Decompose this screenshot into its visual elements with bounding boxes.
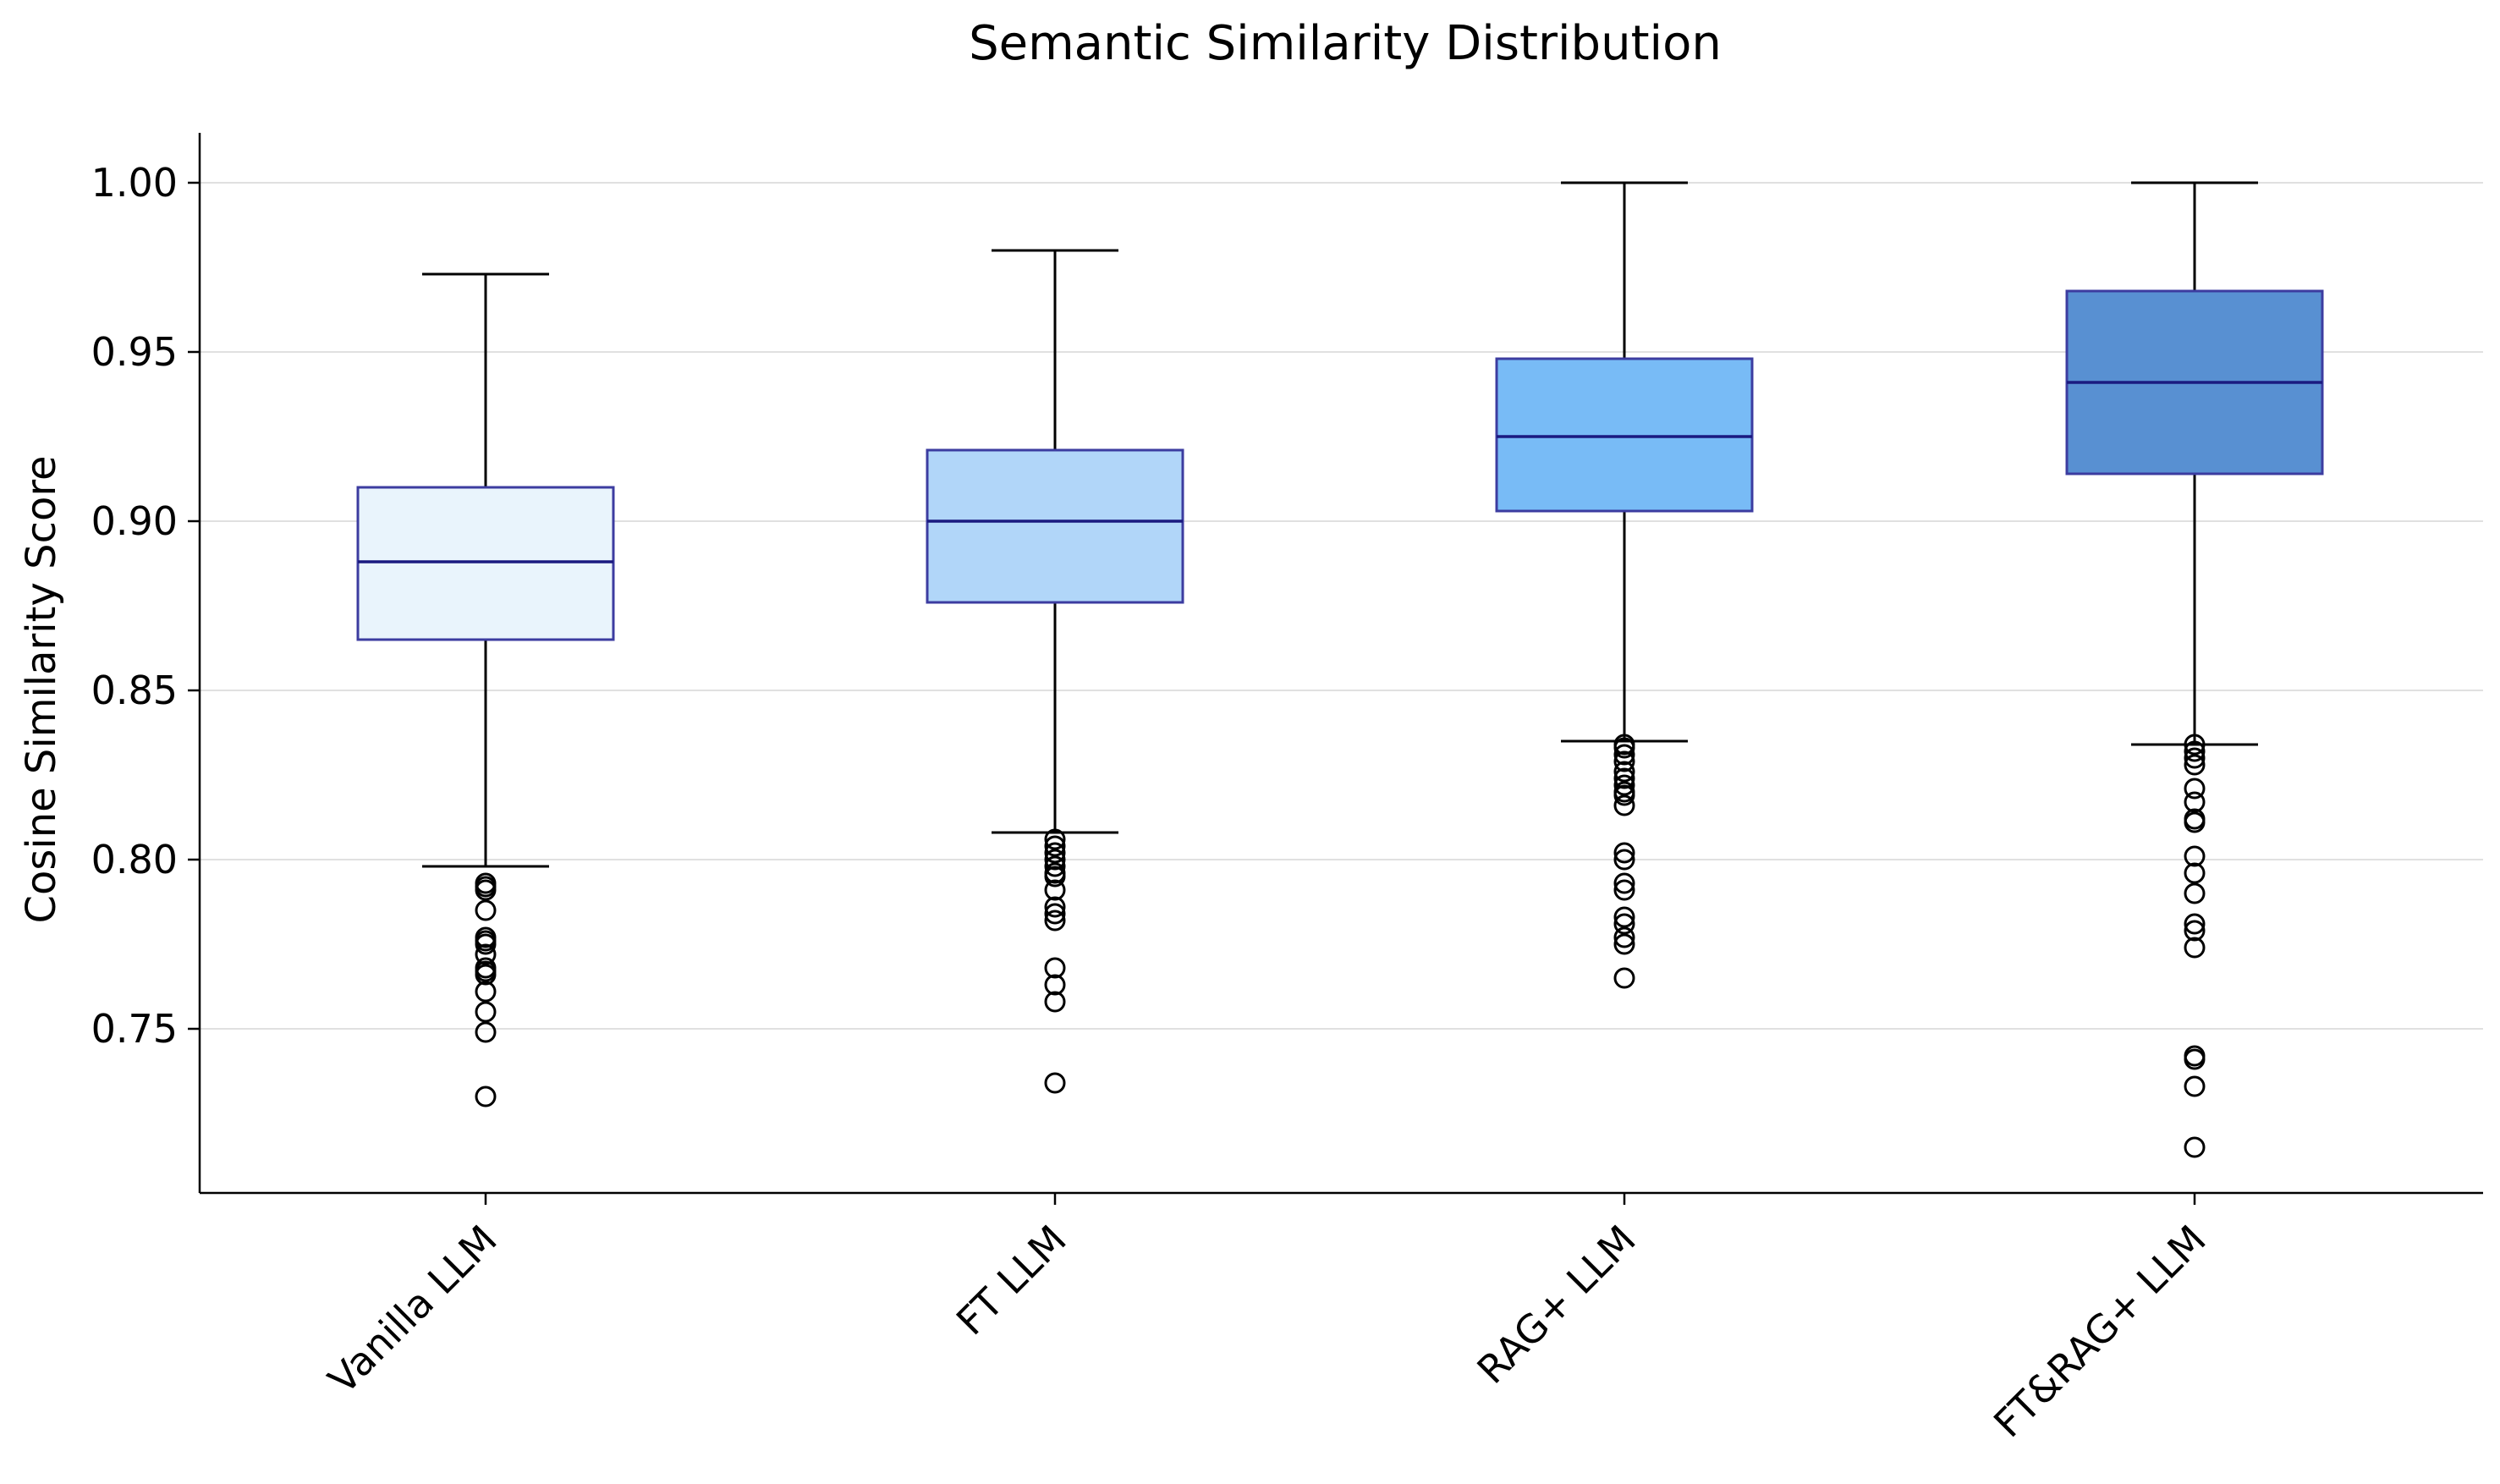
outlier-point [2184, 845, 2206, 867]
outlier-point [1044, 879, 1066, 901]
y-ticks: 0.75 0.80 0.85 0.90 0.95 1.00 [91, 160, 200, 1052]
y-tick-label: 1.00 [91, 160, 178, 206]
outlier-point [1613, 784, 1635, 806]
outlier-point [475, 964, 497, 986]
outlier-point [1044, 991, 1066, 1013]
outlier-point [1044, 910, 1066, 932]
outlier-point [1044, 974, 1066, 996]
outlier-point [1044, 866, 1066, 888]
outlier-point [1044, 957, 1066, 979]
box-4 [2065, 181, 2324, 1158]
outlier-point [475, 879, 497, 901]
outlier-point [1044, 835, 1066, 857]
box-1 [356, 272, 615, 1108]
x-tick-label: RAG+ LLM [1469, 1217, 1645, 1393]
outlier-point [1044, 1072, 1066, 1094]
outlier-point [475, 1021, 497, 1043]
box-series [356, 181, 2324, 1158]
outlier-point [1044, 903, 1066, 925]
outlier-point [475, 899, 497, 921]
outlier-point [2184, 862, 2206, 884]
outlier-point [2184, 747, 2206, 769]
outlier-point [1044, 855, 1066, 877]
box-3 [1495, 181, 1754, 989]
outlier-point [475, 933, 497, 955]
outlier-point [1613, 879, 1635, 901]
x-tick-label: FT&RAG+ LLM [1985, 1217, 2215, 1447]
outlier-point [1613, 761, 1635, 783]
outlier-point [2184, 1075, 2206, 1097]
outlier-point [1613, 967, 1635, 989]
outlier-point [2184, 778, 2206, 800]
outlier-point [2184, 734, 2206, 756]
iqr-box [356, 486, 615, 641]
y-tick-label: 0.95 [91, 329, 178, 375]
outlier-point [1613, 849, 1635, 871]
box-2 [926, 249, 1184, 1094]
outlier-point [475, 981, 497, 1003]
outlier-point [2184, 791, 2206, 813]
y-axis-label: Cosine Similarity Score [18, 455, 65, 923]
outlier-point [2184, 920, 2206, 942]
outlier-point [2184, 882, 2206, 904]
outlier-point [2184, 754, 2206, 776]
outlier-point [1613, 906, 1635, 928]
iqr-box [1495, 357, 1754, 513]
y-tick-label: 0.90 [91, 498, 178, 544]
outlier-point [1613, 774, 1635, 796]
y-tick-label: 0.80 [91, 837, 178, 882]
outlier-point [1044, 828, 1066, 850]
outlier-point [1613, 750, 1635, 772]
outlier-point [475, 1086, 497, 1108]
outlier-point [1613, 767, 1635, 789]
outlier-point [475, 1001, 497, 1023]
outlier-point [1044, 896, 1066, 918]
outlier-point [1044, 842, 1066, 864]
outlier-point [1613, 842, 1635, 864]
outlier-point [2184, 1136, 2206, 1158]
outlier-point [2184, 811, 2206, 833]
outlier-point [475, 943, 497, 965]
outlier-point [1613, 872, 1635, 894]
outlier-point [2184, 740, 2206, 762]
chart-title: Semantic Similarity Distribution [969, 16, 1722, 71]
y-tick-label: 0.85 [91, 668, 178, 713]
iqr-box [926, 448, 1184, 604]
outlier-point [1044, 849, 1066, 871]
axes [198, 133, 2483, 1195]
x-ticks: Vanilla LLM FT LLM RAG+ LLM FT&RAG+ LLM [320, 1193, 2215, 1446]
outlier-point [2184, 913, 2206, 935]
outlier-point [1613, 913, 1635, 935]
outlier-point [2184, 937, 2206, 959]
outlier-point [1613, 737, 1635, 759]
outlier-point [1613, 794, 1635, 816]
outlier-point [1613, 933, 1635, 955]
x-tick-label: Vanilla LLM [320, 1217, 506, 1403]
y-tick-label: 0.75 [91, 1006, 178, 1052]
outlier-point [1613, 926, 1635, 948]
outlier-point [1613, 744, 1635, 766]
x-tick-label: FT LLM [948, 1217, 1075, 1344]
outlier-point [2184, 1048, 2206, 1070]
